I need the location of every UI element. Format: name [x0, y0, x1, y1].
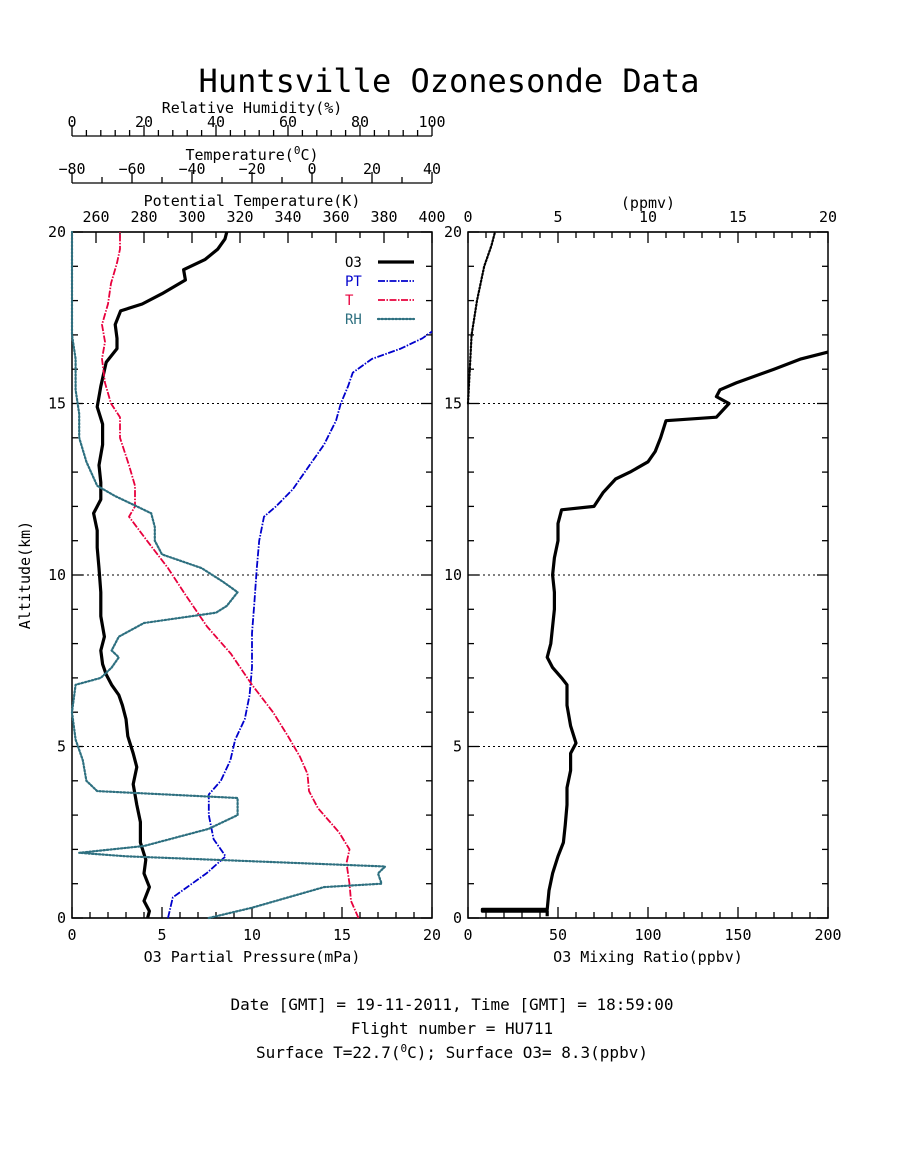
o3pp-tick-label: 20: [423, 926, 441, 944]
ppbv-tick-label: 0: [463, 926, 472, 944]
legend-label: RH: [345, 312, 362, 328]
legend: O3 PT T RH: [345, 255, 416, 328]
pt-tick-label: 280: [130, 208, 157, 226]
left-alt-tick-label: 5: [57, 738, 66, 756]
left-alt-tick-label: 10: [48, 566, 66, 584]
o3pp-tick-label: 5: [157, 926, 166, 944]
pt-tick-label: 340: [274, 208, 301, 226]
series-t: [101, 232, 360, 919]
temp-tick-label: −60: [118, 160, 145, 178]
temp-tick-label: 0: [307, 160, 316, 178]
series-pt: [167, 330, 433, 919]
ppbv-tick-label: 50: [549, 926, 567, 944]
rh-tick-label: 80: [351, 113, 369, 131]
o3pp-tick-label: 0: [67, 926, 76, 944]
series-o3: [92, 231, 229, 919]
footer-date-time: Date [GMT] = 19-11-2011, Time [GMT] = 18…: [230, 995, 673, 1014]
temp-tick-label: −80: [58, 160, 85, 178]
left-alt-tick-label: 0: [57, 909, 66, 927]
ppmv-tick-label: 20: [819, 208, 837, 226]
left-alt-tick-label: 15: [48, 395, 66, 413]
pt-tick-label: 320: [226, 208, 253, 226]
ppmv-tick-label: 0: [463, 208, 472, 226]
right-alt-tick-label: 20: [444, 223, 462, 241]
ppmv-axis-title: (ppmv): [621, 194, 675, 212]
series-o3-mixing-ratio-ppbv-: [480, 350, 829, 917]
left-alt-tick-label: 20: [48, 223, 66, 241]
chart-title: Huntsville Ozonesonde Data: [199, 62, 700, 100]
temp-tick-label: 20: [363, 160, 381, 178]
pt-tick-label: 400: [418, 208, 445, 226]
legend-label: O3: [345, 255, 362, 271]
pt-tick-label: 260: [82, 208, 109, 226]
o3pp-tick-label: 15: [333, 926, 351, 944]
ppbv-tick-label: 200: [814, 926, 841, 944]
o3pp-tick-label: 10: [243, 926, 261, 944]
rh-tick-label: 40: [207, 113, 225, 131]
temp-tick-label: −20: [238, 160, 265, 178]
pt-tick-label: 300: [178, 208, 205, 226]
right-alt-tick-label: 15: [444, 395, 462, 413]
right-alt-tick-label: 5: [453, 738, 462, 756]
rh-tick-label: 100: [418, 113, 445, 131]
pt-axis-title: Potential Temperature(K): [144, 192, 361, 210]
legend-label: T: [345, 293, 354, 309]
ppbv-tick-label: 150: [724, 926, 751, 944]
ppbv-tick-label: 100: [634, 926, 661, 944]
series-o3-mixing-ratio-ppmv-: [466, 230, 497, 405]
rh-tick-label: 0: [67, 113, 76, 131]
ppmv-tick-label: 15: [729, 208, 747, 226]
series-rh: [70, 230, 387, 920]
ppmv-tick-label: 10: [639, 208, 657, 226]
right-alt-tick-label: 0: [453, 909, 462, 927]
pt-tick-label: 380: [370, 208, 397, 226]
ppbv-axis-title: O3 Mixing Ratio(ppbv): [553, 948, 743, 966]
temperature-axis-title: Temperature(0C): [185, 144, 318, 164]
footer-surface-values: Surface T=22.7(0C); Surface O3= 8.3(ppbv…: [256, 1042, 648, 1062]
o3pp-axis-title: O3 Partial Pressure(mPa): [144, 948, 361, 966]
rh-tick-label: 60: [279, 113, 297, 131]
temp-tick-label: 40: [423, 160, 441, 178]
ppmv-tick-label: 5: [553, 208, 562, 226]
footer-flight-number: Flight number = HU711: [351, 1019, 553, 1038]
rh-tick-label: 20: [135, 113, 153, 131]
rh-axis-title: Relative Humidity(%): [162, 99, 343, 117]
legend-label: PT: [345, 274, 362, 290]
pt-tick-label: 360: [322, 208, 349, 226]
series-layer: [70, 230, 829, 920]
right-alt-tick-label: 10: [444, 566, 462, 584]
temp-tick-label: −40: [178, 160, 205, 178]
altitude-axis-title: Altitude(km): [16, 521, 34, 629]
